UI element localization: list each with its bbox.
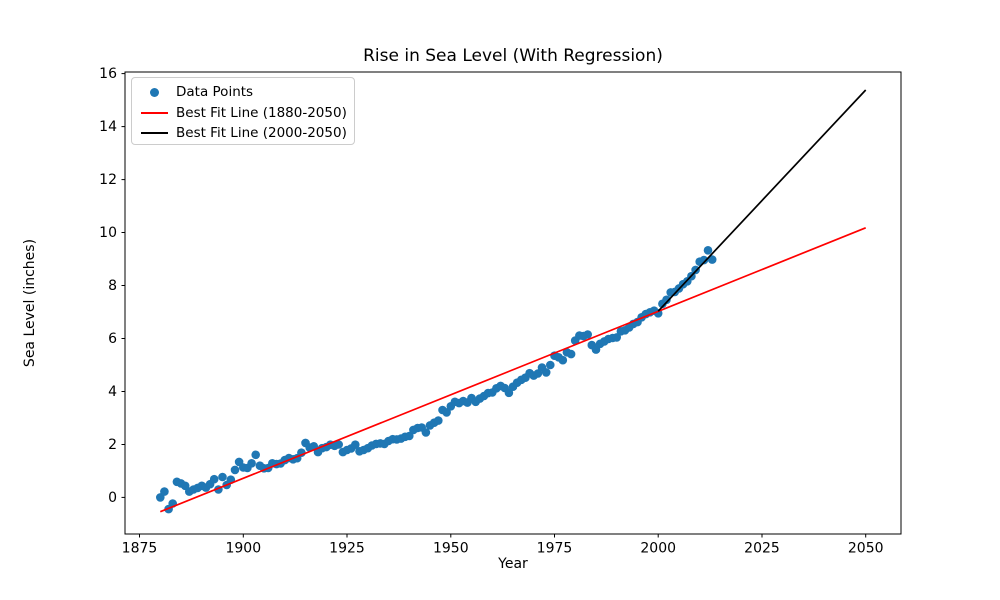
scatter-point (251, 450, 260, 460)
scatter-point (546, 360, 555, 370)
legend-label: Best Fit Line (1880-2050) (176, 104, 347, 121)
scatter-point (612, 333, 621, 342)
scatter-point (442, 408, 451, 417)
scatter-point (691, 265, 700, 275)
scatter-point (434, 416, 443, 425)
scatter-point (699, 255, 709, 265)
x-tick-label: 1975 (537, 541, 573, 557)
scatter-point (504, 388, 514, 398)
scatter-point (230, 465, 240, 475)
x-axis-label: Year (498, 556, 528, 572)
legend: Data Points Best Fit Line (1880-2050) Be… (131, 77, 355, 145)
y-tick-label: 6 (108, 331, 117, 347)
scatter-point (247, 459, 256, 468)
scatter-point (558, 355, 568, 365)
y-tick-label: 8 (108, 278, 117, 294)
scatter-point (334, 440, 344, 449)
scatter-marker-icon (132, 87, 176, 97)
legend-entry-fit-1880-2050: Best Fit Line (1880-2050) (132, 103, 354, 124)
scatter-point (566, 349, 576, 359)
best-fit-line (657, 89, 867, 312)
x-tick-label: 1875 (122, 541, 158, 557)
black-line-icon (132, 132, 176, 135)
x-tick-label: 1925 (329, 541, 365, 557)
scatter-point (351, 440, 360, 450)
y-tick-label: 12 (99, 172, 117, 188)
x-tick-label: 2000 (640, 541, 676, 557)
scatter-point (703, 246, 713, 255)
scatter-point (160, 487, 169, 496)
scatter-point (405, 431, 414, 441)
chart-title: Rise in Sea Level (With Regression) (363, 46, 663, 66)
x-tick-label: 1900 (225, 541, 261, 557)
red-line-icon (132, 111, 176, 114)
scatter-point (209, 474, 219, 484)
y-tick-label: 0 (108, 490, 117, 506)
axes-frame (124, 71, 902, 535)
y-tick-label: 2 (108, 437, 117, 453)
scatter-point (707, 255, 717, 264)
x-tick-label: 2050 (848, 541, 884, 557)
legend-label: Data Points (176, 84, 254, 101)
y-tick-label: 16 (99, 66, 117, 82)
x-tick-label: 2025 (744, 541, 780, 557)
y-tick-label: 4 (108, 384, 117, 400)
y-tick-label: 10 (99, 225, 117, 241)
best-fit-line (159, 227, 867, 513)
legend-entry-data-points: Data Points (132, 82, 354, 103)
scatter-point (662, 295, 671, 305)
y-tick-label: 14 (99, 119, 117, 135)
legend-label: Best Fit Line (2000-2050) (176, 125, 347, 142)
x-tick-label: 1950 (433, 541, 469, 557)
legend-entry-fit-2000-2050: Best Fit Line (2000-2050) (132, 123, 354, 144)
scatter-point (218, 472, 227, 482)
scatter-point (421, 428, 431, 437)
scatter-point (583, 330, 592, 339)
scatter-point (541, 368, 551, 377)
